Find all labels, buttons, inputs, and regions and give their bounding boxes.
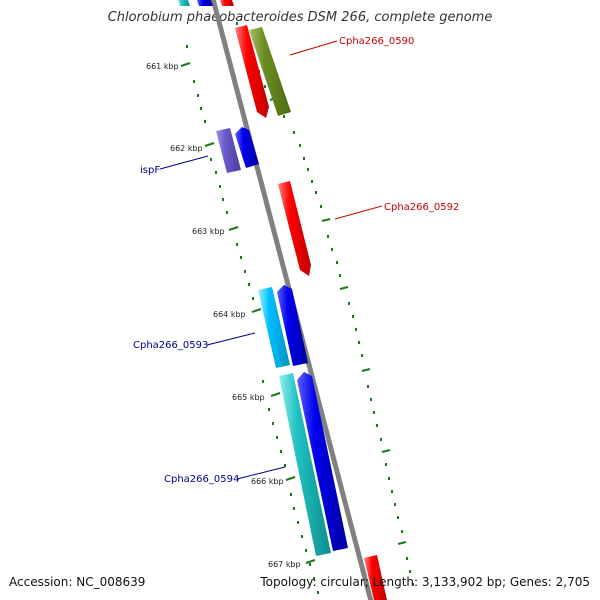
- kbp-label-663: 663 kbp: [192, 227, 225, 236]
- gene-label-cpha266-0590[interactable]: Cpha266_0590: [339, 36, 414, 47]
- gene-blue-0593-neighbor: [277, 285, 308, 366]
- gene-cpha266-0592: [278, 181, 311, 276]
- genome-title: Chlorobium phaeobacteroides DSM 266, com…: [107, 10, 493, 25]
- kbp-label-665: 665 kbp: [232, 393, 265, 402]
- gene-cpha266-0593: [258, 287, 290, 368]
- gene-label-cpha266-0593[interactable]: Cpha266_0593: [133, 340, 208, 351]
- gene-cpha266-0590: [235, 25, 269, 118]
- kbp-ticks: [180, 62, 316, 564]
- gene-cpha266-0594: [279, 373, 331, 556]
- accession-label: Accession: NC_008639: [9, 575, 146, 589]
- gene-blue-0594-neighbor: [297, 372, 348, 551]
- gene-top-teal: [178, 0, 190, 6]
- gene-top-blue: [197, 0, 213, 6]
- gene-bottom-red: [364, 555, 387, 600]
- label-leaders: [159, 40, 383, 480]
- kbp-label-666: 666 kbp: [251, 477, 284, 486]
- kbp-label-664: 664 kbp: [213, 310, 246, 319]
- kbp-label-661: 661 kbp: [146, 62, 179, 71]
- gene-ispf: [216, 128, 241, 173]
- gene-label-cpha266-0594[interactable]: Cpha266_0594: [164, 474, 239, 485]
- gene-blue-ispf-neighbor: [235, 127, 259, 168]
- inner-guide-dots: [186, 45, 319, 594]
- gene-top-red: [220, 0, 234, 6]
- gene-olive: [249, 27, 291, 116]
- gene-label-cpha266-0592[interactable]: Cpha266_0592: [384, 202, 459, 213]
- outer-guide-dots: [227, 1, 414, 586]
- gene-features: [178, 0, 387, 600]
- kbp-label-667: 667 kbp: [268, 560, 301, 569]
- kbp-label-662: 662 kbp: [170, 144, 203, 153]
- gene-label-ispf[interactable]: ispF: [140, 165, 160, 176]
- genome-summary: Topology: circular; Length: 3,133,902 bp…: [260, 575, 590, 589]
